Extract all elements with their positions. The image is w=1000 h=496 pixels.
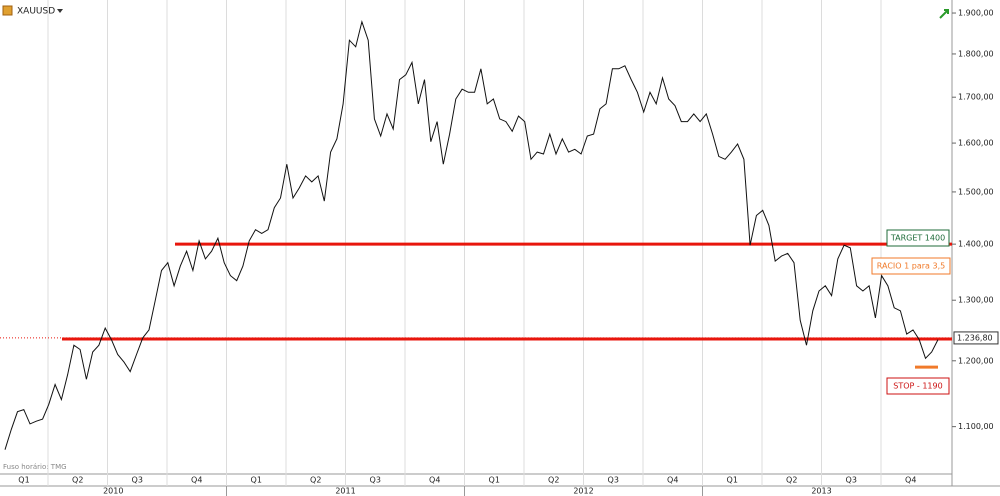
- y-tick-label: 1.600,00: [958, 139, 994, 148]
- y-tick-label: 1.900,00: [958, 9, 994, 18]
- x-tick-label: Q3: [608, 476, 619, 485]
- y-tick-label: 1.200,00: [958, 356, 994, 365]
- x-tick-label: Q2: [72, 476, 83, 485]
- y-tick-label: 1.300,00: [958, 296, 994, 305]
- year-label: 2012: [573, 487, 593, 496]
- year-label: 2013: [811, 487, 831, 496]
- annotation-box: [886, 377, 950, 395]
- year-label: 2010: [103, 487, 123, 496]
- x-tick-label: Q1: [727, 476, 738, 485]
- y-tick-label: 1.500,00: [958, 187, 994, 196]
- status-icon: [939, 9, 949, 19]
- x-tick-label: Q2: [548, 476, 559, 485]
- x-tick-label: Q1: [489, 476, 500, 485]
- x-tick-label: Q4: [429, 476, 440, 485]
- y-tick-label: 1.400,00: [958, 240, 994, 249]
- chart-title[interactable]: XAUUSD: [17, 7, 55, 17]
- annotation-text: TARGET 1400: [890, 234, 945, 243]
- year-label: 2011: [335, 487, 355, 496]
- price-line: [4, 20, 939, 450]
- x-tick-label: Q4: [667, 476, 678, 485]
- dropdown-arrow[interactable]: [57, 9, 63, 13]
- y-tick-label: 1.700,00: [958, 93, 994, 102]
- annotation-box: [886, 229, 950, 247]
- x-tick-label: Q4: [905, 476, 916, 485]
- footnote: Fuso horário: TMG: [3, 463, 67, 471]
- x-tick-label: Q1: [18, 476, 29, 485]
- symbol-icon: [2, 5, 13, 16]
- annotation-text: RACIO 1 para 3,5: [877, 262, 945, 271]
- x-tick-label: Q3: [370, 476, 381, 485]
- x-tick-label: Q3: [846, 476, 857, 485]
- x-tick-label: Q2: [310, 476, 321, 485]
- x-tick-label: Q2: [786, 476, 797, 485]
- last-price-box: [953, 331, 999, 345]
- last-price-label: 1.236,80: [957, 333, 993, 342]
- x-tick-label: Q3: [132, 476, 143, 485]
- y-tick-label: 1.800,00: [958, 49, 994, 58]
- x-tick-label: Q4: [191, 476, 202, 485]
- y-tick-label: 1.100,00: [958, 422, 994, 431]
- annotation-box: [871, 257, 951, 275]
- x-tick-label: Q1: [251, 476, 262, 485]
- annotation-text: STOP - 1190: [893, 382, 942, 391]
